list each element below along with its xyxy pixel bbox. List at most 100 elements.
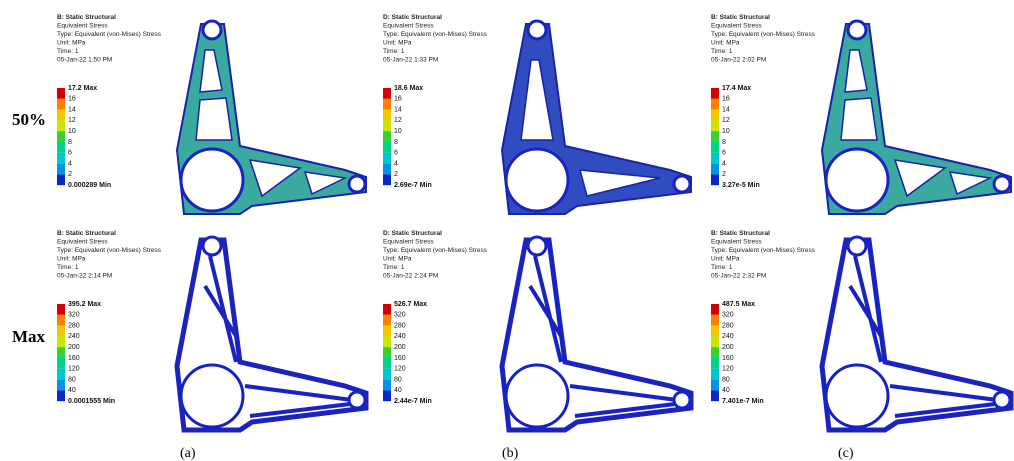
- legend-swatch: [57, 120, 65, 131]
- legend-label: 320: [68, 312, 80, 319]
- legend-label: 8: [722, 139, 726, 146]
- legend-swatch: [57, 326, 65, 337]
- legend-label: 240: [722, 333, 734, 340]
- panel-title: B: Static Structural: [57, 14, 116, 21]
- legend-swatch: [57, 99, 65, 110]
- legend-label: 6: [394, 150, 398, 157]
- hole: [994, 392, 1010, 408]
- legend-swatch: [383, 358, 391, 369]
- legend-label: 17.2 Max: [68, 85, 97, 92]
- legend-swatch: [711, 120, 719, 131]
- legend-label: 12: [394, 117, 402, 124]
- legend-label: 2: [722, 171, 726, 178]
- legend-swatch: [383, 380, 391, 391]
- legend-label: 2.69e-7 Min: [394, 182, 432, 189]
- legend-label: 120: [722, 366, 734, 373]
- panel-info: 05-Jan-22 1:33 PM: [383, 57, 438, 64]
- legend-swatch: [383, 110, 391, 121]
- hole: [674, 176, 690, 192]
- panel-info: Time: 1: [711, 48, 733, 55]
- specimen: [177, 21, 366, 214]
- legend-label: 120: [394, 366, 406, 373]
- legend-swatch: [383, 304, 391, 315]
- hole: [528, 237, 546, 255]
- panel-info: Type: Equivalent (von-Mises) Stress: [383, 31, 488, 38]
- legend-swatch: [383, 120, 391, 131]
- specimen: [822, 21, 1011, 214]
- legend-swatch: [57, 142, 65, 153]
- legend-swatch: [383, 88, 391, 99]
- legend-swatch: [383, 326, 391, 337]
- panel-info: Unit: MPa: [383, 256, 412, 263]
- legend-swatch: [383, 174, 391, 185]
- legend-swatch: [711, 88, 719, 99]
- legend-label: 4: [394, 160, 398, 167]
- legend-label: 8: [394, 139, 398, 146]
- legend-label: 0.0001555 Min: [68, 398, 115, 405]
- legend-label: 0.000289 Min: [68, 182, 111, 189]
- legend-swatch: [711, 326, 719, 337]
- legend-label: 12: [722, 117, 730, 124]
- cutout: [196, 98, 232, 140]
- hole: [181, 365, 243, 427]
- legend-swatch: [383, 369, 391, 380]
- legend-swatch: [711, 110, 719, 121]
- legend-label: 280: [722, 322, 734, 329]
- legend-swatch: [711, 131, 719, 142]
- panel-info: Equivalent Stress: [57, 239, 108, 246]
- hole: [848, 21, 866, 39]
- legend-label: 80: [68, 376, 76, 383]
- legend-label: 240: [394, 333, 406, 340]
- legend-swatch: [57, 153, 65, 164]
- panel-info: Unit: MPa: [383, 40, 412, 47]
- legend-label: 240: [68, 333, 80, 340]
- row-label: 50%: [12, 110, 46, 129]
- legend-swatch: [711, 380, 719, 391]
- legend-label: 320: [722, 312, 734, 319]
- legend-label: 160: [394, 355, 406, 362]
- hole: [528, 21, 546, 39]
- legend-swatch: [57, 131, 65, 142]
- legend-label: 7.401e-7 Min: [722, 398, 764, 405]
- panel-info: Time: 1: [383, 48, 405, 55]
- panel-info: Equivalent Stress: [383, 23, 434, 30]
- legend-label: 40: [722, 387, 730, 394]
- specimen: [502, 237, 691, 430]
- specimen: [502, 21, 691, 214]
- hole: [181, 149, 243, 211]
- legend-label: 320: [394, 312, 406, 319]
- legend-swatch: [57, 380, 65, 391]
- cutout: [841, 98, 877, 140]
- legend-label: 17.4 Max: [722, 85, 751, 92]
- legend-swatch: [711, 336, 719, 347]
- hole: [674, 392, 690, 408]
- hole: [349, 176, 365, 192]
- legend-swatch: [383, 390, 391, 401]
- panel-title: B: Static Structural: [57, 230, 116, 237]
- panel-info: Equivalent Stress: [711, 239, 762, 246]
- legend-label: 2: [68, 171, 72, 178]
- legend-label: 80: [394, 376, 402, 383]
- legend-swatch: [57, 358, 65, 369]
- legend-swatch: [383, 131, 391, 142]
- legend-label: 10: [394, 128, 402, 135]
- legend-label: 40: [68, 387, 76, 394]
- panel-info: 05-Jan-22 1:50 PM: [57, 57, 112, 64]
- hole: [848, 237, 866, 255]
- legend-swatch: [383, 142, 391, 153]
- legend-swatch: [383, 164, 391, 175]
- legend-swatch: [711, 315, 719, 326]
- legend-swatch: [57, 304, 65, 315]
- hole: [826, 365, 888, 427]
- legend-swatch: [57, 174, 65, 185]
- legend-swatch: [711, 347, 719, 358]
- legend-label: 12: [68, 117, 76, 124]
- legend-swatch: [383, 336, 391, 347]
- column-label: (b): [502, 446, 519, 461]
- legend-label: 395.2 Max: [68, 301, 101, 308]
- legend-label: 40: [394, 387, 402, 394]
- legend-label: 487.5 Max: [722, 301, 755, 308]
- hole: [349, 392, 365, 408]
- legend-swatch: [711, 142, 719, 153]
- legend-label: 16: [68, 96, 76, 103]
